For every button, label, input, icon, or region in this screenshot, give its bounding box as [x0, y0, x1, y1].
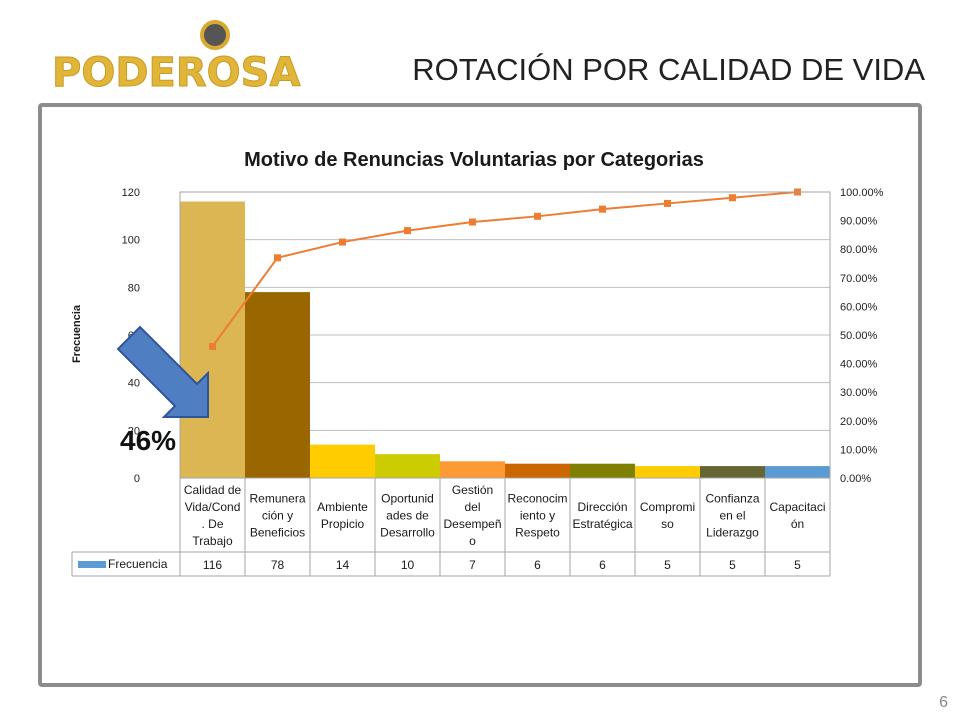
- y-tick-label: 0: [134, 473, 140, 485]
- category-label: Dirección Estratégica: [572, 500, 632, 531]
- y-tick-label: 20: [128, 425, 140, 437]
- bar: [180, 201, 245, 478]
- table-value: 5: [664, 558, 671, 572]
- y2-tick-label: 100.00%: [840, 187, 884, 199]
- chart-container: Motivo de Renuncias Voluntarias por Cate…: [52, 130, 896, 578]
- cumulative-line: [211, 191, 798, 348]
- bar: [375, 454, 440, 478]
- table-value: 10: [401, 558, 415, 572]
- bar: [310, 444, 375, 478]
- y2-tick-label: 20.00%: [840, 416, 878, 428]
- line-point: [599, 205, 606, 213]
- y-tick-label: 100: [122, 235, 140, 247]
- category-label: Ambiente Propicio: [317, 500, 368, 531]
- table-value: 7: [469, 558, 476, 572]
- category-label: Gestión del Desempeñ o: [443, 483, 501, 548]
- category-label: Confianza en el Liderazgo: [705, 492, 759, 540]
- table-row-label: Frecuencia: [108, 557, 168, 571]
- table-value: 5: [794, 558, 801, 572]
- y2-tick-label: 80.00%: [840, 244, 878, 256]
- bar: [440, 461, 505, 478]
- bar: [570, 463, 635, 478]
- table-value: 78: [271, 558, 285, 572]
- bar: [635, 466, 700, 478]
- chart-title: Motivo de Renuncias Voluntarias por Cate…: [244, 149, 704, 171]
- bar: [765, 466, 830, 478]
- y2-tick-label: 30.00%: [840, 387, 878, 399]
- line-point: [729, 194, 736, 202]
- table-value: 6: [534, 558, 541, 572]
- slide-title: ROTACIÓN POR CALIDAD DE VIDA: [412, 52, 925, 87]
- table-value: 14: [336, 558, 350, 572]
- y2-tick-label: 40.00%: [840, 359, 878, 371]
- y2-tick-label: 70.00%: [840, 273, 878, 285]
- category-label: Capacitaci ón: [769, 500, 825, 531]
- y2-tick-label: 10.00%: [840, 444, 878, 456]
- y-tick-label: 80: [128, 282, 140, 294]
- bar: [700, 466, 765, 478]
- table-value: 5: [729, 558, 736, 572]
- category-label: Oportunid ades de Desarrollo: [380, 492, 435, 540]
- legend-key: [78, 561, 106, 568]
- page-number: 6: [939, 694, 948, 711]
- y2-tick-label: 60.00%: [840, 301, 878, 313]
- category-label: Calidad de Vida/Cond. De Trabajo: [184, 483, 242, 548]
- bar: [505, 463, 570, 478]
- line-point: [274, 254, 281, 262]
- y-axis-label: Frecuencia: [71, 304, 83, 363]
- y2-tick-label: 0.00%: [840, 473, 871, 485]
- category-label: Reconocim iento y Respeto: [507, 492, 567, 540]
- y-tick-label: 40: [128, 378, 140, 390]
- y-tick-label: 120: [122, 187, 140, 199]
- logo-dot-icon: [200, 20, 230, 50]
- line-point: [534, 212, 541, 220]
- line-point: [209, 342, 216, 350]
- logo-wordmark: PODEROSA: [51, 50, 301, 97]
- poderosa-logo: PODEROSA: [51, 20, 302, 97]
- y2-tick-label: 90.00%: [840, 216, 878, 228]
- line-point: [664, 199, 671, 207]
- line-point: [404, 227, 411, 235]
- line-point: [339, 238, 346, 246]
- table-value: 116: [203, 558, 222, 572]
- pareto-chart: Motivo de Renuncias Voluntarias por Cate…: [71, 149, 884, 577]
- line-point: [469, 218, 476, 226]
- category-label: Remunera ción y Beneficios: [249, 492, 305, 540]
- callout-arrow-icon: [116, 325, 209, 418]
- table-value: 6: [599, 558, 606, 572]
- y2-tick-label: 50.00%: [840, 330, 878, 342]
- category-label: Compromi so: [640, 500, 695, 531]
- bar: [245, 292, 310, 478]
- callout-percentage: 46%: [120, 425, 176, 456]
